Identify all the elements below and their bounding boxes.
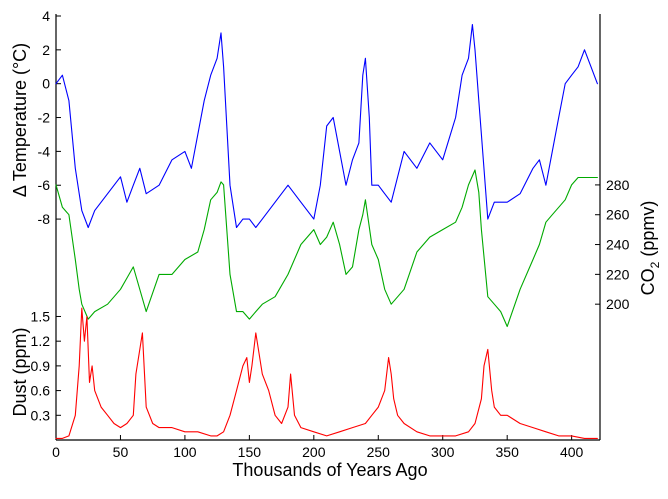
temperature-tick-label-3: -2 — [38, 110, 51, 126]
temperature-tick-label-6: -8 — [38, 211, 51, 227]
x-tick-label-0: 0 — [52, 444, 60, 460]
series-layer — [55, 23, 598, 439]
x-axis-ticks: 0 50 100 150 200 250 300 350 400 — [52, 435, 584, 460]
dust-tick-label-1: 0.6 — [31, 383, 51, 399]
temperature-tick-label-5: -6 — [38, 177, 51, 193]
temperature-tick-label-2: 0 — [42, 76, 50, 92]
dust-tick-label-4: 1.5 — [31, 308, 51, 324]
x-tick-label-200: 200 — [302, 444, 326, 460]
dust-tick-label-2: 0.9 — [31, 358, 51, 374]
x-axis-title: Thousands of Years Ago — [232, 460, 427, 480]
temperature-axis-title: Δ Temperature (°C) — [10, 43, 30, 197]
dust-axis-title: Dust (ppm) — [10, 327, 30, 416]
x-tick-label-50: 50 — [113, 444, 129, 460]
co2-tick-label-0: 200 — [606, 296, 630, 312]
x-tick-label-150: 150 — [238, 444, 262, 460]
co2-tick-label-3: 260 — [606, 207, 630, 223]
x-tick-label-300: 300 — [431, 444, 455, 460]
x-tick-label-400: 400 — [560, 444, 584, 460]
co2-series-line — [55, 169, 598, 328]
co2-axis-title-subscript: 2 — [648, 261, 662, 268]
temperature-tick-label-1: 2 — [42, 42, 50, 58]
dust-tick-label-0: 0.3 — [31, 407, 51, 423]
dust-series-line — [55, 307, 598, 439]
co2-axis-title: CO2 (ppmv) — [638, 201, 662, 296]
dust-tick-label-3: 1.2 — [31, 333, 51, 349]
dust-axis-ticks: 0.3 0.6 0.9 1.2 1.5 — [31, 308, 61, 423]
co2-tick-label-4: 280 — [606, 177, 630, 193]
temperature-series-line — [55, 23, 598, 229]
x-tick-label-350: 350 — [496, 444, 520, 460]
x-tick-label-100: 100 — [173, 444, 197, 460]
temperature-tick-label-0: 4 — [42, 8, 50, 24]
co2-axis-ticks: 200 220 240 260 280 — [595, 177, 630, 312]
x-tick-label-250: 250 — [367, 444, 391, 460]
co2-axis-title-main: CO — [638, 268, 658, 295]
co2-tick-label-2: 240 — [606, 237, 630, 253]
temperature-axis-ticks: 4 2 0 -2 -4 -6 -8 — [38, 8, 61, 227]
co2-axis-title-unit: (ppmv) — [638, 201, 658, 262]
co2-tick-label-1: 220 — [606, 266, 630, 282]
temperature-tick-label-4: -4 — [38, 143, 51, 159]
